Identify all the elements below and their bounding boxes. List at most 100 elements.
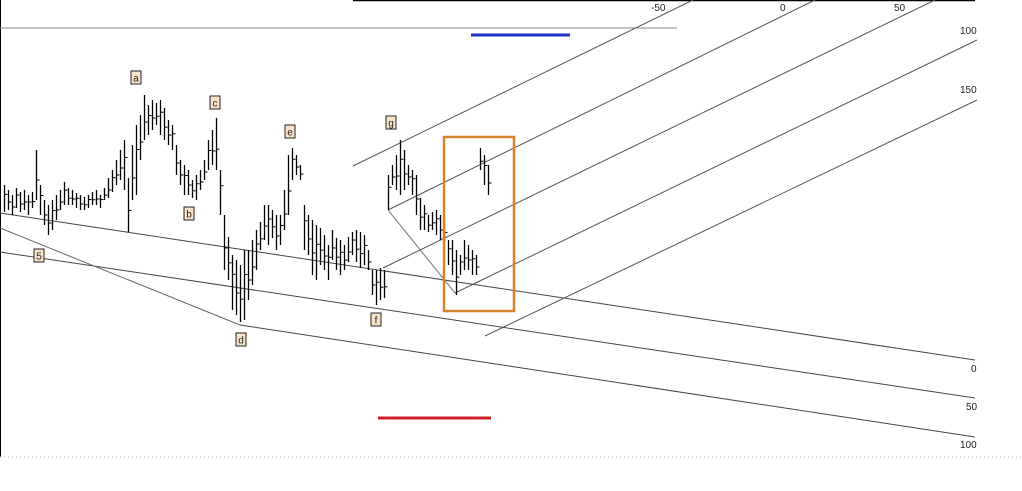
price-bar [75, 193, 80, 208]
wave-label-5[interactable]: 5 [33, 248, 45, 263]
price-bar [3, 185, 8, 212]
fan-label: -50 [651, 3, 666, 14]
price-bar [27, 195, 32, 215]
price-bar [147, 105, 152, 135]
price-bar [59, 190, 64, 210]
price-bar [127, 178, 132, 232]
price-bar [455, 250, 460, 295]
channel-label: 0 [971, 364, 977, 375]
price-bar [223, 215, 228, 270]
fan-label: 50 [894, 3, 906, 14]
price-bar [255, 230, 260, 270]
price-bar [243, 250, 248, 320]
price-bar [299, 165, 304, 180]
price-bar [19, 192, 24, 212]
price-bar [267, 205, 272, 245]
price-bar [291, 148, 296, 180]
price-bar [83, 197, 88, 210]
wave-label-a[interactable]: a [130, 70, 142, 85]
price-bar [111, 170, 116, 192]
wave-label-g[interactable]: g [385, 115, 397, 130]
wave-label-f[interactable]: f [370, 312, 382, 327]
wave-label-text: c [213, 99, 218, 110]
fan-label: 0 [780, 3, 786, 14]
d-connector-line[interactable] [0, 227, 241, 326]
price-bar [227, 237, 232, 280]
price-bar [347, 237, 352, 262]
price-bar [395, 155, 400, 190]
price-bar [483, 155, 488, 185]
price-bar [275, 215, 280, 250]
price-bar [151, 100, 156, 130]
channel-line-50[interactable] [0, 251, 976, 399]
price-bar [423, 205, 428, 230]
price-bar [123, 140, 128, 190]
fan-line-50[interactable] [382, 0, 936, 269]
price-bar [447, 240, 452, 265]
price-bar [119, 150, 124, 180]
price-bar [95, 190, 100, 205]
price-bar [271, 210, 276, 238]
price-bar [47, 205, 52, 235]
price-bar [219, 170, 224, 215]
price-bar [355, 230, 360, 262]
price-bar [7, 190, 12, 210]
wave-label-text: a [133, 74, 139, 85]
price-bar [475, 255, 480, 275]
price-bar [163, 108, 168, 140]
price-bar [263, 205, 268, 240]
lower-channel-lines[interactable] [0, 212, 976, 438]
highlight-box[interactable] [442, 135, 516, 313]
price-bar [39, 185, 44, 215]
price-bar [407, 165, 412, 185]
price-bar [55, 195, 60, 220]
price-bar [79, 195, 84, 210]
fan-line-0[interactable] [387, 0, 816, 211]
price-bar [435, 210, 440, 235]
price-bar [247, 250, 252, 300]
wave-label-text: d [238, 336, 244, 347]
wave-label-d[interactable]: d [235, 332, 247, 347]
price-bar [11, 195, 16, 215]
price-bar [71, 190, 76, 205]
price-bar [203, 160, 208, 180]
wave-label-text: g [388, 119, 394, 130]
fan-line-150[interactable] [484, 99, 978, 337]
wave-label-b[interactable]: b [183, 206, 195, 221]
price-bar [471, 250, 476, 275]
price-bar [307, 215, 312, 255]
price-bar [195, 175, 200, 200]
price-bar [167, 120, 172, 145]
price-bar [391, 165, 396, 185]
fan-line-minus50[interactable] [352, 0, 694, 167]
channel-line-100[interactable] [239, 324, 976, 438]
price-bar [359, 232, 364, 268]
price-bar [459, 255, 464, 275]
price-bar [279, 215, 284, 245]
price-bar [239, 265, 244, 322]
channel-label: 50 [966, 402, 978, 413]
wave-label-c[interactable]: c [209, 95, 221, 110]
price-bar [479, 148, 484, 170]
price-bar [431, 212, 436, 230]
fan-line-100[interactable] [454, 39, 978, 294]
price-bar [31, 192, 36, 208]
price-bar [427, 215, 432, 232]
price-bar [351, 232, 356, 255]
wave-label-e[interactable]: e [284, 124, 296, 139]
upper-fan-lines[interactable] [352, 0, 978, 337]
price-bar [463, 240, 468, 270]
price-bar [35, 150, 40, 200]
price-bar [187, 170, 192, 195]
price-bar [139, 115, 144, 160]
price-bar [259, 222, 264, 250]
channel-line-0[interactable] [0, 212, 976, 361]
price-bar [319, 228, 324, 265]
price-bars [3, 95, 492, 322]
price-bar [303, 205, 308, 250]
price-bar [287, 155, 292, 215]
price-bar [231, 255, 236, 310]
fan-label: 100 [960, 26, 977, 37]
price-bar [115, 160, 120, 185]
price-bar [415, 175, 420, 215]
